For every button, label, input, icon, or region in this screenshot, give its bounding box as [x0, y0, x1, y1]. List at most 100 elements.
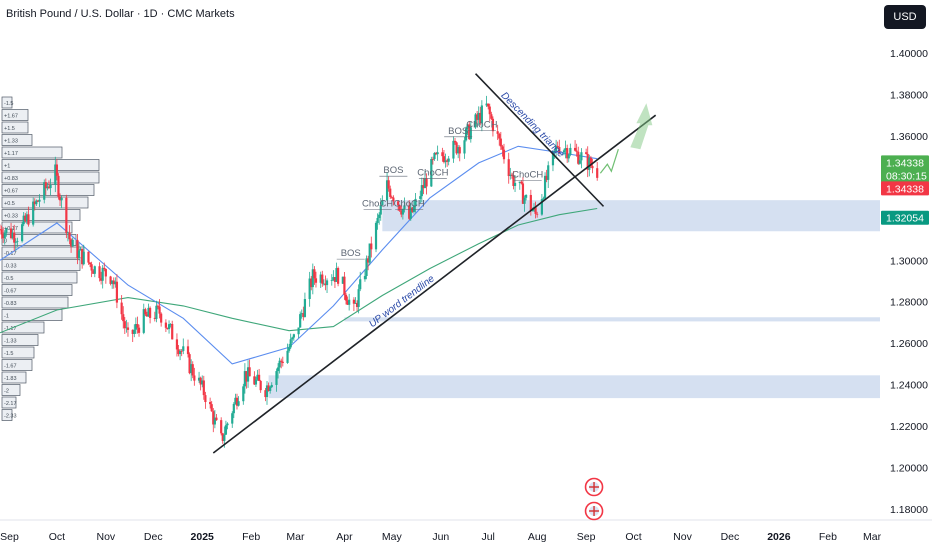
- candle-up: [523, 197, 526, 204]
- currency-button[interactable]: USD: [884, 5, 926, 29]
- candle-up: [547, 165, 550, 180]
- candle-up: [567, 154, 570, 159]
- candle-down: [259, 380, 262, 391]
- candle-down: [521, 183, 525, 204]
- volume-profile-label: 0: [4, 239, 7, 245]
- candle-up: [16, 241, 19, 242]
- volume-profile-label: -0.5: [4, 276, 13, 282]
- candle-down: [267, 385, 270, 391]
- time-tick-label: Feb: [242, 531, 260, 543]
- volume-profile-label: +0.5: [4, 201, 15, 207]
- candle-down: [180, 350, 183, 352]
- candle-down: [220, 420, 223, 434]
- candle-down: [2, 234, 5, 239]
- candle-up: [256, 374, 259, 380]
- time-axis: Sep Oct Nov Dec 2025 Feb Mar Apr May Jun Jul Aug Sep…: [0, 531, 882, 543]
- candle-down: [302, 313, 305, 317]
- candle-down: [596, 168, 599, 178]
- time-tick-label: Jun: [432, 531, 449, 543]
- candle-down: [245, 371, 248, 382]
- time-tick-label: Aug: [528, 531, 547, 543]
- candle-up: [332, 277, 335, 281]
- volume-profile-label: +1: [4, 164, 10, 170]
- candle-up: [359, 279, 362, 290]
- time-tick-label: Sep: [577, 531, 596, 543]
- candle-down: [575, 150, 578, 152]
- candle-down: [476, 114, 479, 120]
- descending-triangle-label: Descending triange: [498, 90, 566, 160]
- candle-down: [422, 185, 425, 189]
- candle-down: [281, 361, 284, 363]
- candle-down: [310, 278, 313, 288]
- candle-up: [436, 152, 439, 155]
- candle-down: [536, 213, 539, 215]
- candle-down: [13, 232, 16, 243]
- candle-up: [477, 112, 480, 120]
- candle-down: [344, 294, 348, 301]
- candle-down: [502, 149, 506, 160]
- candle-down: [501, 146, 504, 150]
- candle-down: [103, 267, 106, 270]
- price-tick-label: 1.28000: [890, 297, 928, 309]
- candle-up: [308, 278, 311, 300]
- candle-up: [142, 309, 145, 333]
- candle-up: [182, 346, 185, 351]
- candle-up: [381, 200, 384, 206]
- candle-up: [237, 401, 240, 406]
- candle-down: [370, 243, 373, 250]
- uptrend-label: UP word trendline: [367, 273, 437, 330]
- candle-up: [223, 434, 226, 441]
- volume-profile-bar: [1, 221, 73, 234]
- candle-up: [403, 205, 406, 210]
- candle-down: [65, 197, 68, 234]
- candle-up: [509, 174, 512, 177]
- candle-down: [36, 200, 40, 202]
- candle-down: [131, 329, 134, 334]
- candle-down: [397, 201, 400, 206]
- candle-down: [455, 142, 458, 154]
- volume-profile-bar: [1, 259, 81, 271]
- candle-down: [442, 156, 446, 163]
- volume-profile-label: -1.5: [4, 351, 13, 357]
- candle-down: [487, 103, 490, 107]
- candle-up: [276, 367, 280, 372]
- candle-down: [90, 264, 93, 271]
- candle-up: [224, 425, 228, 435]
- candle-up: [378, 214, 381, 218]
- candle-down: [390, 196, 393, 198]
- candle-up: [419, 196, 422, 199]
- candle-down: [253, 376, 256, 385]
- candle-up: [319, 274, 322, 283]
- candle-up: [578, 160, 581, 164]
- candle-up: [254, 379, 258, 385]
- candle-up: [201, 380, 204, 385]
- candle-down: [188, 354, 191, 374]
- time-tick-label: Nov: [97, 531, 116, 543]
- time-tick-label: 2025: [191, 531, 215, 543]
- time-tick-label: Jul: [481, 531, 494, 543]
- volume-profile-label: +1.5: [4, 126, 15, 132]
- time-tick-label: Sep: [0, 531, 19, 543]
- candle-down: [235, 397, 239, 406]
- candle-up: [169, 323, 172, 325]
- candle-up: [46, 186, 49, 189]
- candle-up: [466, 124, 469, 129]
- candle-up: [580, 152, 583, 161]
- volume-profile-bar: [1, 121, 29, 134]
- structure-label: ChoCH: [512, 169, 543, 180]
- candle-up: [49, 184, 52, 189]
- candle-up: [21, 224, 24, 242]
- candle-down: [313, 269, 316, 279]
- candle-down: [136, 323, 139, 328]
- candle-down: [343, 276, 346, 295]
- candle-up: [197, 377, 201, 381]
- candle-down: [389, 188, 392, 197]
- candle-up: [330, 280, 333, 281]
- structure-label: ChoCH: [417, 167, 448, 178]
- candle-down: [434, 152, 438, 155]
- candle-up: [14, 241, 17, 243]
- volume-profile-label: +0.33: [4, 214, 18, 220]
- time-tick-label: Dec: [144, 531, 163, 543]
